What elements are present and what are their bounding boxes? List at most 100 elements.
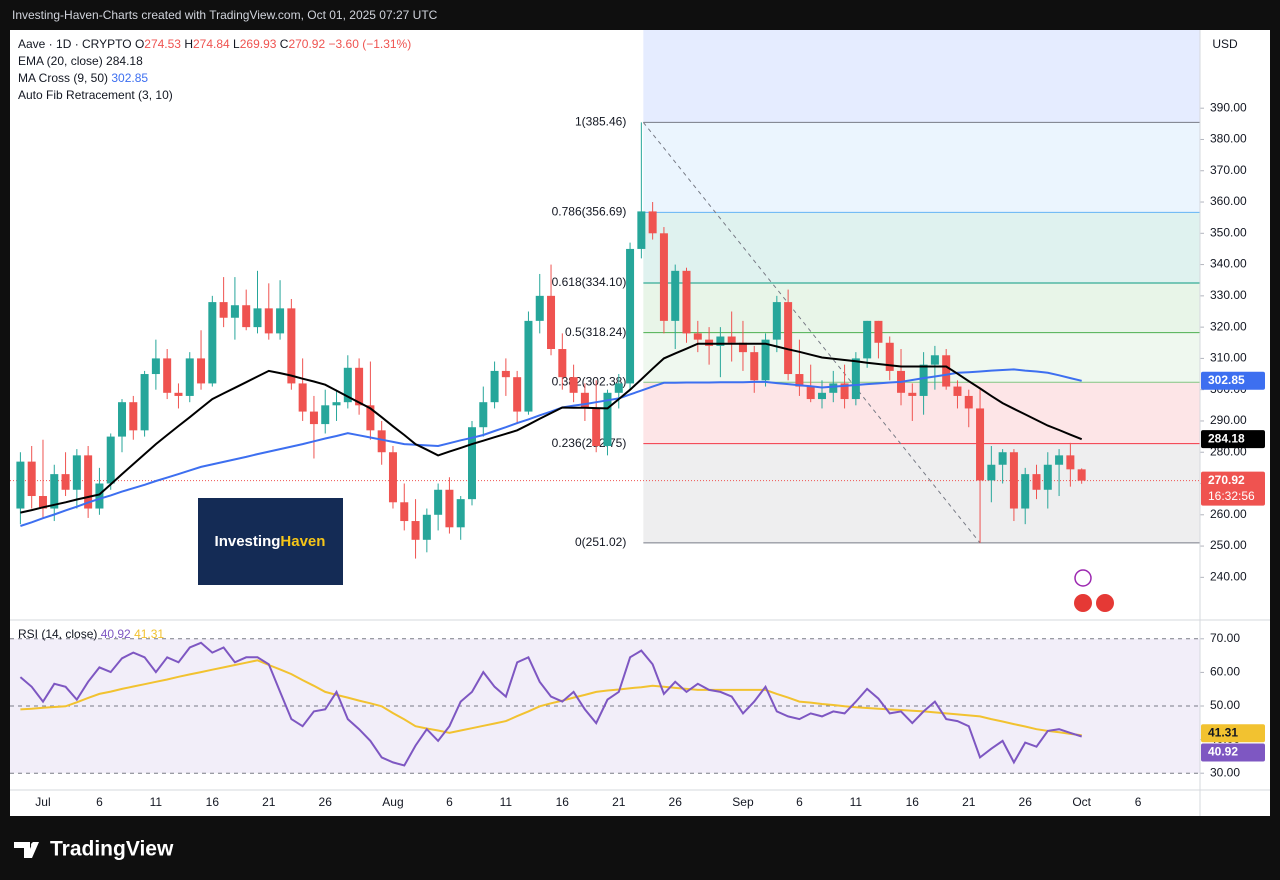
icon [1074,569,1092,587]
candle-body [558,349,567,378]
indicator-name: Auto Fib Retracement (3, 10) [18,88,173,102]
candle-body [580,392,589,409]
candle-body [197,358,206,384]
candle-body [321,405,330,425]
brand: TradingView [50,838,174,861]
x-tick-label: Aug [382,795,403,809]
ohlc-value: 269.93 [240,37,277,51]
candle-body [682,270,691,334]
candle-body [479,402,488,428]
x-tick-label: 21 [962,795,976,809]
x-tick-label: 21 [262,795,276,809]
candle-body [603,392,612,446]
rsi-ma-value: 41.31 [1208,725,1238,739]
x-tick-label: 26 [319,795,333,809]
candle-body [298,383,307,412]
y-tick-label: 240.00 [1210,570,1247,584]
fib-label: 0.786(356.69) [552,205,627,219]
indicator-value: 40.92 [101,627,131,641]
candle-body [829,383,838,393]
watermark-logo: InvestingHaven [198,498,343,585]
rsi-pane [10,638,1200,774]
ema-value: 284.18 [1208,431,1245,445]
candle-body [388,452,397,503]
symbol: Aave · 1D · CRYPTO [18,37,132,51]
y-tick-label: 390.00 [1210,100,1247,114]
y-tick-label: 330.00 [1210,288,1247,302]
legend-row: RSI (14, close) 40.92 41.31 [18,627,164,641]
fib-label: 0.5(318.24) [565,325,626,339]
candle-body [614,383,623,393]
candle-body [400,502,409,522]
y-tick-label: 380.00 [1210,132,1247,146]
candle-body [332,402,341,406]
candle-body [95,483,104,509]
x-tick-label: 11 [150,795,163,809]
candle-body [569,377,578,393]
y-tick-label: 310.00 [1210,351,1247,365]
x-tick-label: 11 [850,795,863,809]
y-tick-label: 30.00 [1210,765,1240,779]
candle-body [953,386,962,396]
x-tick-label: 16 [556,795,570,809]
candle-body [648,211,657,234]
ohlc-value: 270.92 [288,37,325,51]
candle-body [219,302,228,318]
brand-icon [31,842,37,848]
x-tick-label: 6 [796,795,803,809]
candle-body [885,342,894,371]
candle-body [242,305,251,328]
candle-body [72,455,81,490]
ema-line [20,342,1083,514]
candle-body [716,336,725,346]
x-tick-label: 16 [206,795,220,809]
candle-body [16,461,25,509]
candle-body [287,308,296,384]
logo-right: Haven [280,533,325,550]
candle-body [1077,469,1086,481]
candle-body [772,302,781,340]
rsi-value: 40.92 [1208,745,1238,759]
ema-value-bg [1201,430,1265,449]
candle-body [411,521,420,540]
candle-body [501,370,510,378]
logo-text: InvestingHaven [215,533,326,550]
candle-body [253,308,262,328]
rsi-ma-line [20,659,1082,737]
ohlc-label: L [233,37,240,51]
indicator-name: MA Cross (9, 50) [18,71,108,85]
candle-body [61,474,70,490]
ohlc-label: O [135,37,144,51]
x-tick-label: 6 [446,795,453,809]
candle-body [174,392,183,396]
candle-body [377,430,386,453]
candle-body [140,374,149,431]
candle-body [1055,455,1064,465]
fib-label: 0(251.02) [575,535,626,549]
y-tick-label: 70.00 [1210,631,1240,645]
candle-body [761,339,770,381]
candle-body [840,383,849,400]
indicator-name: EMA (20, close) [18,54,103,68]
fib-zone [643,283,1200,333]
event-icons [1074,569,1114,612]
y-tick-label: 360.00 [1210,194,1247,208]
rsi-ma-value-bg [1201,724,1265,743]
x-tick-label: 26 [669,795,683,809]
candle-body [434,489,443,515]
legend-row: EMA (20, close) 284.18 [18,54,143,68]
x-tick-label: 6 [1135,795,1142,809]
candle-body [129,402,138,431]
candle-body [230,305,239,318]
candle-body [727,336,736,343]
candle-body [637,211,646,249]
candle-body [422,514,431,540]
x-tick-label: Oct [1072,795,1091,809]
ohlc-label: C [280,37,289,51]
candle-body [738,342,747,353]
candle-body [38,496,47,509]
candle-body [942,355,951,387]
candle-body [863,320,872,359]
ohlc-value: 274.84 [193,37,230,51]
candle-body [817,392,826,400]
